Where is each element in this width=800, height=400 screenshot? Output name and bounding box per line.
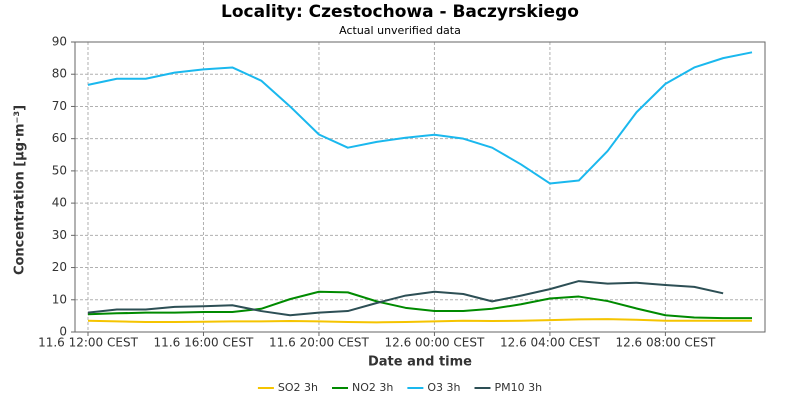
y-tick-label: 30 — [52, 228, 67, 242]
legend-item: PM10 3h — [474, 381, 543, 394]
x-tick-label: 11.6 12:00 CEST — [38, 336, 139, 350]
y-tick-label: 20 — [52, 260, 67, 274]
x-tick-label: 12.6 08:00 CEST — [615, 336, 716, 350]
y-tick-label: 10 — [52, 292, 67, 306]
legend-label: SO2 3h — [278, 381, 318, 394]
y-tick-label: 90 — [52, 35, 67, 49]
series-line — [87, 280, 724, 317]
y-tick-label: 70 — [52, 99, 67, 113]
legend-item: NO2 3h — [332, 381, 393, 394]
x-tick-label: 11.6 16:00 CEST — [154, 336, 255, 350]
series-line — [87, 318, 753, 324]
series-line — [87, 51, 753, 185]
y-tick-label: 80 — [52, 67, 67, 81]
legend-item: O3 3h — [407, 381, 461, 394]
x-tick-label: 12.6 04:00 CEST — [500, 336, 601, 350]
series-line — [87, 290, 753, 320]
legend-label: PM10 3h — [495, 381, 543, 394]
y-axis-title: Concentration [µg·m⁻³] — [13, 105, 28, 275]
y-tick-label: 0 — [59, 325, 67, 339]
x-axis-title: Date and time — [368, 355, 472, 370]
y-tick-label: 40 — [52, 196, 67, 210]
x-tick-label: 12.6 00:00 CEST — [385, 336, 486, 350]
legend-label: NO2 3h — [352, 381, 393, 394]
x-tick-label: 11.6 20:00 CEST — [269, 336, 370, 350]
plot-border — [74, 41, 766, 333]
legend-label: O3 3h — [427, 381, 460, 394]
y-tick-label: 50 — [52, 163, 67, 177]
chart-subtitle: Actual unverified data — [339, 24, 461, 37]
chart-title: Locality: Czestochowa - Baczyrskiego — [221, 2, 579, 22]
y-tick-label: 60 — [52, 131, 67, 145]
legend-item: SO2 3h — [257, 381, 318, 394]
